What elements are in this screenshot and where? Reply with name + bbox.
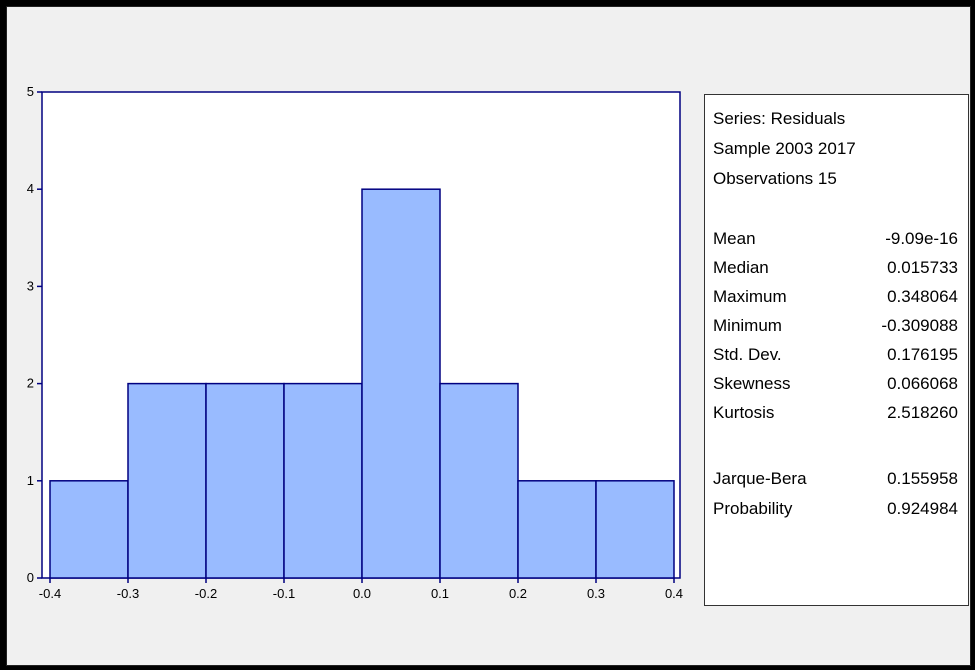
y-axis: 0 1 2 3 4 5 bbox=[27, 84, 42, 585]
x-tick-label: 0.3 bbox=[587, 586, 605, 601]
y-tick-label: 0 bbox=[27, 570, 34, 585]
median-value: 0.015733 bbox=[887, 258, 958, 277]
mean-label: Mean bbox=[713, 229, 756, 248]
x-tick-label: -0.2 bbox=[195, 586, 217, 601]
skewness-value: 0.066068 bbox=[887, 374, 958, 393]
histogram-bar bbox=[439, 382, 519, 579]
y-tick-label: 3 bbox=[27, 278, 34, 293]
x-axis: -0.4 -0.3 -0.2 -0.1 0.0 0.1 0.2 0.3 0.4 bbox=[39, 578, 683, 601]
histogram-bar bbox=[361, 188, 441, 579]
kurtosis-label: Kurtosis bbox=[713, 403, 775, 422]
y-tick-label: 4 bbox=[27, 181, 34, 196]
histogram-bar bbox=[127, 382, 207, 579]
minimum-value: -0.309088 bbox=[881, 316, 958, 335]
x-tick-label: 0.0 bbox=[353, 586, 371, 601]
y-tick-label: 1 bbox=[27, 473, 34, 488]
kurtosis-value: 2.518260 bbox=[887, 403, 958, 422]
std-dev-value: 0.176195 bbox=[887, 345, 958, 364]
x-tick-label: 0.2 bbox=[509, 586, 527, 601]
maximum-label: Maximum bbox=[713, 287, 787, 306]
x-tick-label: -0.4 bbox=[39, 586, 61, 601]
mean-value: -9.09e-16 bbox=[885, 229, 958, 248]
sample-label: Sample 2003 2017 bbox=[713, 139, 856, 158]
histogram-bars bbox=[49, 188, 675, 579]
jarque-bera-value: 0.155958 bbox=[887, 469, 958, 488]
histogram-bar bbox=[49, 480, 129, 579]
jarque-bera-label: Jarque-Bera bbox=[713, 469, 807, 488]
x-tick-label: -0.3 bbox=[117, 586, 139, 601]
x-tick-label: 0.4 bbox=[665, 586, 683, 601]
x-tick-label: 0.1 bbox=[431, 586, 449, 601]
minimum-label: Minimum bbox=[713, 316, 782, 335]
observations-label: Observations 15 bbox=[713, 169, 837, 188]
probability-label: Probability bbox=[713, 499, 793, 518]
maximum-value: 0.348064 bbox=[887, 287, 958, 306]
histogram-bar bbox=[517, 480, 597, 579]
skewness-label: Skewness bbox=[713, 374, 791, 393]
series-label: Series: Residuals bbox=[713, 109, 846, 128]
stats-panel: Series: Residuals Sample 2003 2017 Obser… bbox=[704, 94, 969, 606]
histogram-bar bbox=[595, 480, 675, 579]
histogram-bar bbox=[205, 382, 285, 579]
histogram-bar bbox=[283, 382, 363, 579]
std-dev-label: Std. Dev. bbox=[713, 345, 782, 364]
y-tick-label: 5 bbox=[27, 84, 34, 99]
x-tick-label: -0.1 bbox=[273, 586, 295, 601]
median-label: Median bbox=[713, 258, 769, 277]
y-tick-label: 2 bbox=[27, 376, 34, 391]
probability-value: 0.924984 bbox=[887, 499, 958, 518]
